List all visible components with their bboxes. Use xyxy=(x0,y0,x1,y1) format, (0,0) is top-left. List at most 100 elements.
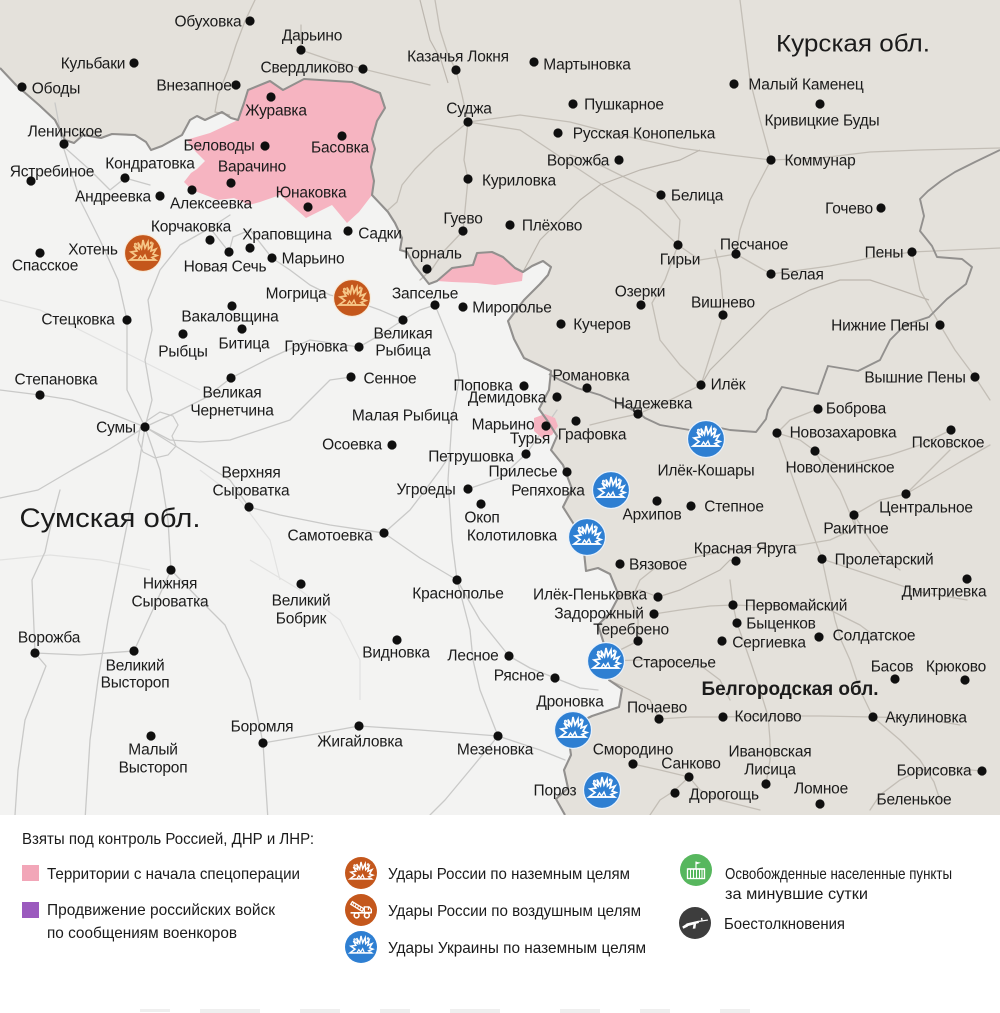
svg-text:Архипов: Архипов xyxy=(622,507,681,524)
svg-text:Великий: Великий xyxy=(106,658,165,675)
svg-text:Вышние Пены: Вышние Пены xyxy=(864,370,965,387)
svg-text:Краснополье: Краснополье xyxy=(412,586,503,603)
svg-text:Варачино: Варачино xyxy=(218,159,286,176)
svg-text:Ястребиное: Ястребиное xyxy=(10,164,94,181)
svg-text:Новая Сечь: Новая Сечь xyxy=(184,259,267,276)
svg-text:Демидовка: Демидовка xyxy=(468,390,547,407)
svg-text:Крюково: Крюково xyxy=(926,659,986,676)
svg-text:Белая: Белая xyxy=(780,267,823,284)
svg-text:Груновка: Груновка xyxy=(284,339,348,356)
svg-text:Казачья Локня: Казачья Локня xyxy=(407,49,509,66)
svg-text:Гочево: Гочево xyxy=(825,201,873,218)
svg-text:Белгородская обл.: Белгородская обл. xyxy=(702,679,879,700)
svg-text:Садки: Садки xyxy=(358,226,401,243)
svg-text:Кондратовка: Кондратовка xyxy=(105,156,195,173)
svg-text:Юнаковка: Юнаковка xyxy=(276,185,347,202)
svg-text:Свердликово: Свердликово xyxy=(261,60,354,77)
svg-text:Акулиновка: Акулиновка xyxy=(885,710,967,727)
svg-text:Стецковка: Стецковка xyxy=(41,312,115,329)
svg-text:Кривицкие Буды: Кривицкие Буды xyxy=(765,113,880,130)
svg-text:Русская Конопелька: Русская Конопелька xyxy=(573,126,716,143)
svg-text:Плёхово: Плёхово xyxy=(522,218,582,235)
svg-text:Куриловка: Куриловка xyxy=(482,173,556,190)
svg-text:Марьино: Марьино xyxy=(472,417,535,434)
svg-text:Дарьино: Дарьино xyxy=(282,28,342,45)
svg-text:Илёк-Кошары: Илёк-Кошары xyxy=(657,463,754,480)
svg-text:Озерки: Озерки xyxy=(615,284,665,301)
svg-text:Степановка: Степановка xyxy=(15,372,98,389)
svg-text:Кульбаки: Кульбаки xyxy=(61,56,126,73)
svg-text:Романовка: Романовка xyxy=(553,368,630,385)
svg-text:Беленькое: Беленькое xyxy=(877,792,952,809)
svg-text:Беловоды: Беловоды xyxy=(183,138,254,155)
svg-text:Рыбица: Рыбица xyxy=(375,343,431,360)
svg-text:Великий: Великий xyxy=(272,593,331,610)
svg-text:Взяты под контроль Россией, ДН: Взяты под контроль Россией, ДНР и ЛНР: xyxy=(22,831,314,848)
svg-text:Хотень: Хотень xyxy=(68,242,118,259)
svg-text:Андреевка: Андреевка xyxy=(75,189,152,206)
svg-text:Суджа: Суджа xyxy=(446,101,492,118)
svg-text:Выстороп: Выстороп xyxy=(119,760,188,777)
svg-text:Обуховка: Обуховка xyxy=(175,14,242,31)
svg-text:Марьино: Марьино xyxy=(282,251,345,268)
svg-text:Петрушовка: Петрушовка xyxy=(428,449,514,466)
svg-text:Сумская обл.: Сумская обл. xyxy=(20,503,201,533)
svg-text:Великая: Великая xyxy=(374,326,433,343)
svg-text:Угроеды: Угроеды xyxy=(396,482,455,499)
svg-text:Степное: Степное xyxy=(704,499,764,516)
svg-text:Пролетарский: Пролетарский xyxy=(835,552,934,569)
svg-text:Сенное: Сенное xyxy=(364,371,417,388)
svg-text:Дорогощь: Дорогощь xyxy=(689,787,759,804)
svg-text:Сумы: Сумы xyxy=(96,420,136,437)
svg-text:Смородино: Смородино xyxy=(593,742,673,759)
svg-text:Удары Украины по наземным целя: Удары Украины по наземным целям xyxy=(388,940,646,957)
svg-text:Лесное: Лесное xyxy=(447,648,498,665)
svg-text:Боброва: Боброва xyxy=(826,401,887,418)
svg-text:Ворожба: Ворожба xyxy=(18,630,81,647)
svg-text:Ворожба: Ворожба xyxy=(547,153,610,170)
svg-text:Спасское: Спасское xyxy=(12,258,78,275)
svg-text:Освобожденные населенные пункт: Освобожденные населенные пункты xyxy=(725,866,952,883)
svg-text:за минувшие сутки: за минувшие сутки xyxy=(725,886,868,903)
svg-text:Журавка: Журавка xyxy=(245,103,307,120)
svg-text:Нижняя: Нижняя xyxy=(143,576,197,593)
svg-text:Борисовка: Борисовка xyxy=(897,763,972,780)
svg-text:Быценков: Быценков xyxy=(746,616,815,633)
svg-text:Теребрено: Теребрено xyxy=(593,622,669,639)
svg-text:Боромля: Боромля xyxy=(231,719,294,736)
svg-text:Удары России по наземным целям: Удары России по наземным целям xyxy=(388,866,630,883)
svg-text:Великая: Великая xyxy=(203,385,262,402)
svg-text:Территории с начала спецоперац: Территории с начала спецоперации xyxy=(47,866,300,883)
svg-text:Новоленинское: Новоленинское xyxy=(786,460,895,477)
svg-text:Вакаловщина: Вакаловщина xyxy=(181,309,279,326)
svg-text:Ободы: Ободы xyxy=(32,81,80,98)
svg-text:Могрица: Могрица xyxy=(266,286,327,303)
svg-text:Центральное: Центральное xyxy=(879,500,973,517)
svg-text:Окоп: Окоп xyxy=(464,510,499,527)
svg-text:Пены: Пены xyxy=(865,245,904,262)
svg-text:Верхняя: Верхняя xyxy=(221,465,280,482)
svg-text:Мирополье: Мирополье xyxy=(472,300,551,317)
svg-text:Первомайский: Первомайский xyxy=(745,598,847,615)
svg-text:Алексеевка: Алексеевка xyxy=(170,196,253,213)
svg-text:Гуево: Гуево xyxy=(443,211,482,228)
svg-text:Задорожный: Задорожный xyxy=(554,606,643,623)
svg-text:Илёк: Илёк xyxy=(711,377,746,394)
svg-text:Белица: Белица xyxy=(671,188,724,205)
svg-text:Рясное: Рясное xyxy=(494,668,545,685)
svg-text:Почаево: Почаево xyxy=(627,700,687,717)
svg-text:Горналь: Горналь xyxy=(404,246,462,263)
svg-text:Храповщина: Храповщина xyxy=(242,227,332,244)
svg-text:Видновка: Видновка xyxy=(362,645,430,662)
svg-text:Продвижение российских войск: Продвижение российских войск xyxy=(47,902,276,919)
svg-text:Надежевка: Надежевка xyxy=(614,396,693,413)
svg-text:Ломное: Ломное xyxy=(794,781,848,798)
svg-text:Малый: Малый xyxy=(128,742,178,759)
svg-text:Сыроватка: Сыроватка xyxy=(213,483,291,500)
svg-text:Басов: Басов xyxy=(871,659,914,676)
svg-text:Красная Яруга: Красная Яруга xyxy=(694,541,797,558)
svg-text:Мезеновка: Мезеновка xyxy=(457,742,534,759)
svg-text:Бобрик: Бобрик xyxy=(276,611,327,628)
svg-text:Пороз: Пороз xyxy=(534,783,577,800)
svg-text:Песчаное: Песчаное xyxy=(720,237,788,254)
